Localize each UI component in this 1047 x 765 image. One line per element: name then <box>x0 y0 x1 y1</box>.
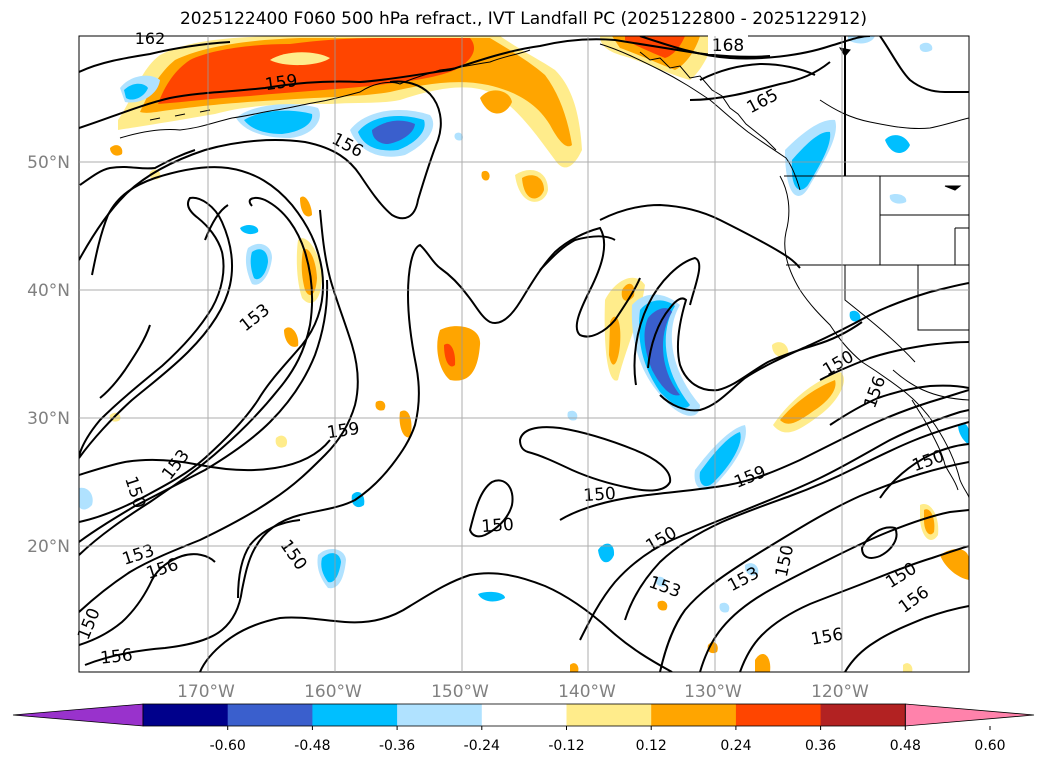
colorbar-cell <box>227 704 313 726</box>
colorbar-tick-label: 0.12 <box>636 738 667 754</box>
map-panel <box>79 36 969 672</box>
lon-label: 160°W <box>304 682 362 702</box>
colorbar-cell <box>566 704 652 726</box>
colorbar-tick-label: -0.60 <box>210 738 246 754</box>
contour-label: 150 <box>481 515 515 537</box>
contour-label: 150 <box>583 484 617 506</box>
contour-label: 159 <box>326 419 361 443</box>
latitude-labels: 50°N 40°N 30°N 20°N <box>27 153 70 557</box>
contour-label: 168 <box>708 34 748 56</box>
colorbar-tick-label: -0.48 <box>294 738 330 754</box>
svg-text:159: 159 <box>326 419 361 443</box>
lat-label: 20°N <box>27 537 70 557</box>
colorbar-tick-label: -0.12 <box>548 738 584 754</box>
lon-label: 150°W <box>431 682 489 702</box>
colorbar-tick-label: 0.36 <box>805 738 836 754</box>
colorbar: -0.60 -0.48 -0.36 -0.24 -0.12 0.12 0.24 0.36 0.4… <box>12 703 1035 754</box>
colorbar-cell <box>820 704 906 726</box>
map-frame <box>78 35 970 673</box>
lon-label: 140°W <box>558 682 616 702</box>
colorbar-tick-label: -0.36 <box>379 738 415 754</box>
colorbar-tick-label: 0.24 <box>720 738 751 754</box>
svg-text:168: 168 <box>712 36 744 56</box>
height-contours <box>79 36 969 672</box>
colorbar-cell <box>735 704 822 726</box>
colorbar-cell <box>312 704 398 726</box>
coastlines <box>119 43 969 499</box>
colorbar-cell <box>481 704 567 726</box>
negative-shading <box>79 36 969 613</box>
colorbar-cell <box>143 704 229 726</box>
colorbar-extend-low <box>12 703 144 727</box>
colorbar-tick-label: -0.24 <box>464 738 500 754</box>
colorbar-extend-high <box>904 703 1035 727</box>
colorbar-frame <box>142 703 906 727</box>
contour-label: 156 <box>99 645 133 668</box>
map-title: 2025122400 F060 500 hPa refract., IVT La… <box>179 9 867 29</box>
svg-text:156: 156 <box>99 645 133 668</box>
contour-label: 159 <box>264 71 299 95</box>
lon-label: 130°W <box>684 682 742 702</box>
svg-text:159: 159 <box>264 71 299 95</box>
gridlines <box>79 36 969 672</box>
colorbar-tick-label: 0.60 <box>974 738 1005 754</box>
svg-text:150: 150 <box>583 484 617 506</box>
lon-label: 170°W <box>177 682 235 702</box>
svg-text:162: 162 <box>135 29 166 48</box>
lat-label: 30°N <box>27 409 70 429</box>
longitude-labels: 170°W 160°W 150°W 140°W 130°W 120°W <box>177 682 869 702</box>
colorbar-cell <box>651 704 737 726</box>
colorbar-tick-label: 0.48 <box>890 738 921 754</box>
lon-label: 120°W <box>811 682 869 702</box>
contour-label: 162 <box>135 29 166 48</box>
colorbar-cell <box>397 704 483 726</box>
lat-label: 40°N <box>27 281 70 301</box>
lat-label: 50°N <box>27 153 70 173</box>
svg-text:150: 150 <box>481 515 515 537</box>
